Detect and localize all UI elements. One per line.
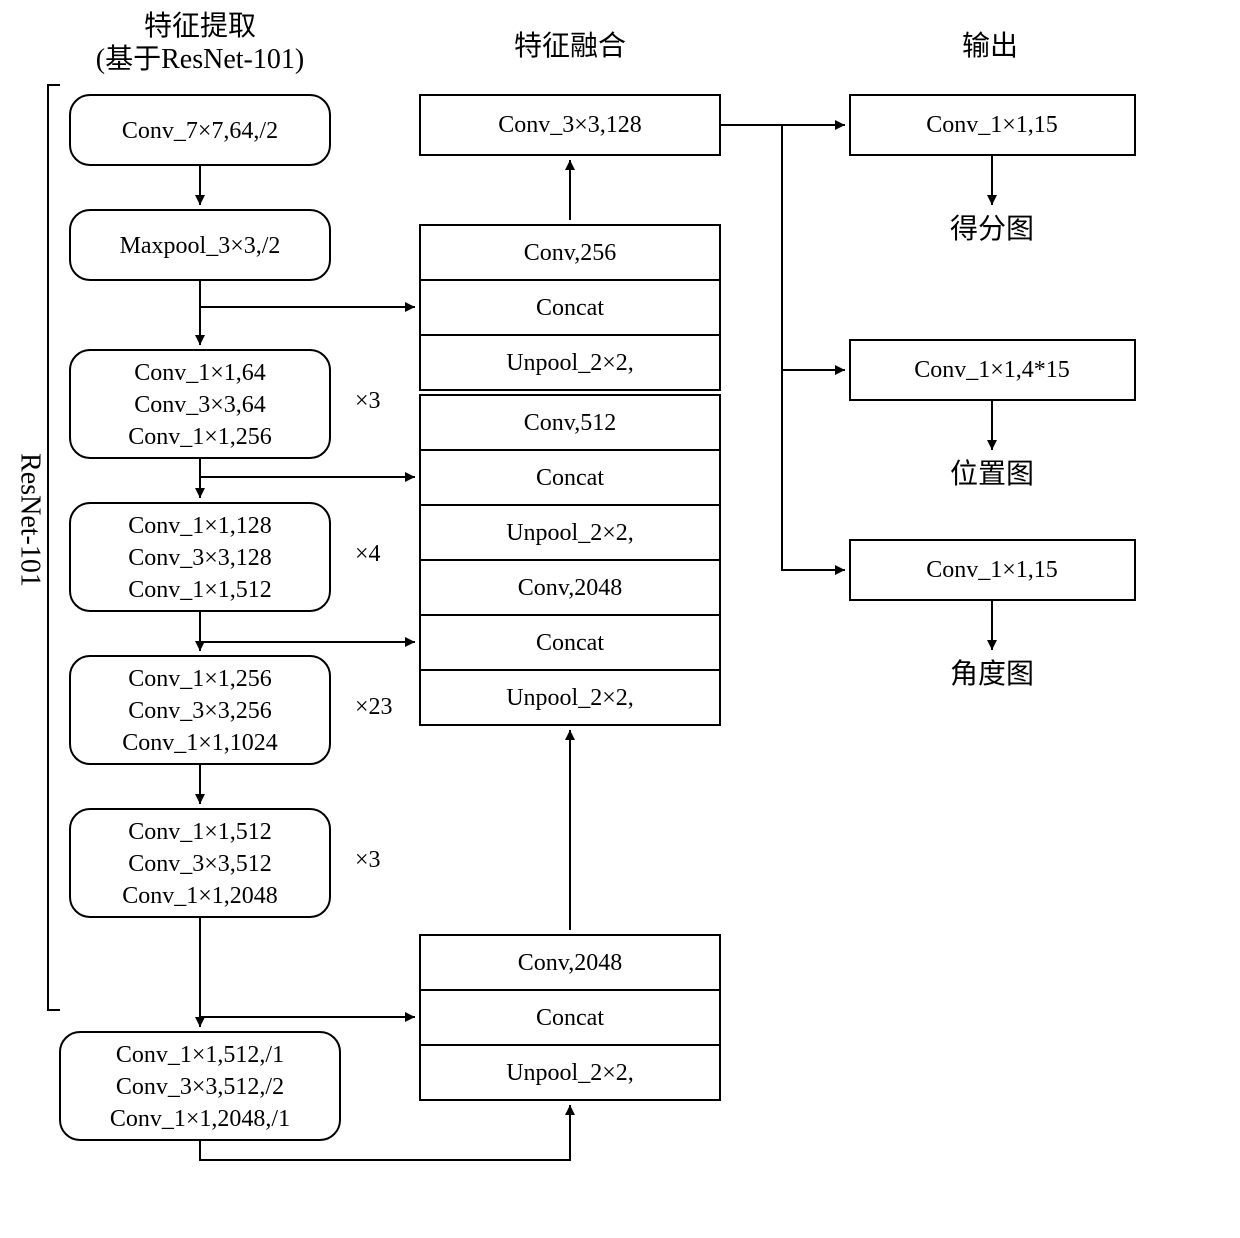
- c3-b3-label: Conv_1×1,15: [926, 557, 1058, 583]
- c1-b5-l0: Conv_1×1,256: [128, 666, 272, 692]
- c2-g3-0: Conv,2048: [518, 575, 622, 601]
- c1-b7-l1: Conv_3×3,512,/2: [116, 1074, 284, 1100]
- c1-b4-l2: Conv_1×1,512: [128, 577, 272, 603]
- c3-b1-out: 得分图: [950, 213, 1034, 245]
- bracket: [48, 85, 60, 1010]
- c3-b3-out: 角度图: [950, 658, 1034, 690]
- c2-g1-0: Conv,256: [524, 240, 616, 266]
- c2-g4-1: Concat: [536, 1005, 604, 1031]
- c1-b2-label: Maxpool_3×3,/2: [120, 233, 281, 259]
- c2-g2-1: Concat: [536, 465, 604, 491]
- c3-b1-label: Conv_1×1,15: [926, 112, 1058, 138]
- arrow-top-c3b3: [782, 370, 845, 570]
- c1-b4-mult: ×4: [355, 541, 381, 567]
- c2-g2-2: Unpool_2×2,: [506, 520, 634, 546]
- c1-b1-label: Conv_7×7,64,/2: [122, 118, 278, 144]
- c1-b3-l1: Conv_3×3,64: [134, 392, 266, 418]
- c2-g2-0: Conv,512: [524, 410, 616, 436]
- c2-g3-2: Unpool_2×2,: [506, 685, 634, 711]
- c2-g1: Conv,256 Concat Unpool_2×2,: [420, 225, 720, 390]
- c1-b5-mult: ×23: [355, 694, 393, 720]
- c1-b6-l1: Conv_3×3,512: [128, 851, 272, 877]
- col3-title: 输出: [962, 30, 1018, 62]
- c2-g1-2: Unpool_2×2,: [506, 350, 634, 376]
- c1-b7-l0: Conv_1×1,512,/1: [116, 1042, 284, 1068]
- c1-b7-l2: Conv_1×1,2048,/1: [110, 1106, 290, 1132]
- c2-g1-1: Concat: [536, 295, 604, 321]
- arrow-top-c3b2: [782, 125, 845, 370]
- c2-g3: Conv,2048 Concat Unpool_2×2,: [420, 560, 720, 725]
- c1-b3-mult: ×3: [355, 388, 381, 414]
- c1-b6-mult: ×3: [355, 847, 381, 873]
- col1-title-l2: (基于ResNet-101): [96, 43, 304, 75]
- c1-b4-l0: Conv_1×1,128: [128, 513, 272, 539]
- col1-title-l1: 特征提取: [144, 10, 256, 42]
- c2-g4-0: Conv,2048: [518, 950, 622, 976]
- c2-g4: Conv,2048 Concat Unpool_2×2,: [420, 935, 720, 1100]
- c1-b5-l1: Conv_3×3,256: [128, 698, 272, 724]
- c1-b6-l0: Conv_1×1,512: [128, 819, 272, 845]
- c3-b2-out: 位置图: [950, 458, 1034, 490]
- col2-title: 特征融合: [514, 30, 626, 62]
- c1-b3-l0: Conv_1×1,64: [134, 360, 266, 386]
- c3-b2-label: Conv_1×1,4*15: [914, 357, 1070, 383]
- c2-g3-1: Concat: [536, 630, 604, 656]
- c1-b3-l2: Conv_1×1,256: [128, 424, 272, 450]
- c1-b5-l2: Conv_1×1,1024: [122, 730, 278, 756]
- c2-top-label: Conv_3×3,128: [498, 112, 642, 138]
- side-label: ResNet-101: [15, 453, 46, 587]
- c1-b6-l2: Conv_1×1,2048: [122, 883, 278, 909]
- c1-b4-l1: Conv_3×3,128: [128, 545, 272, 571]
- c2-g4-2: Unpool_2×2,: [506, 1060, 634, 1086]
- c2-g2: Conv,512 Concat Unpool_2×2,: [420, 395, 720, 560]
